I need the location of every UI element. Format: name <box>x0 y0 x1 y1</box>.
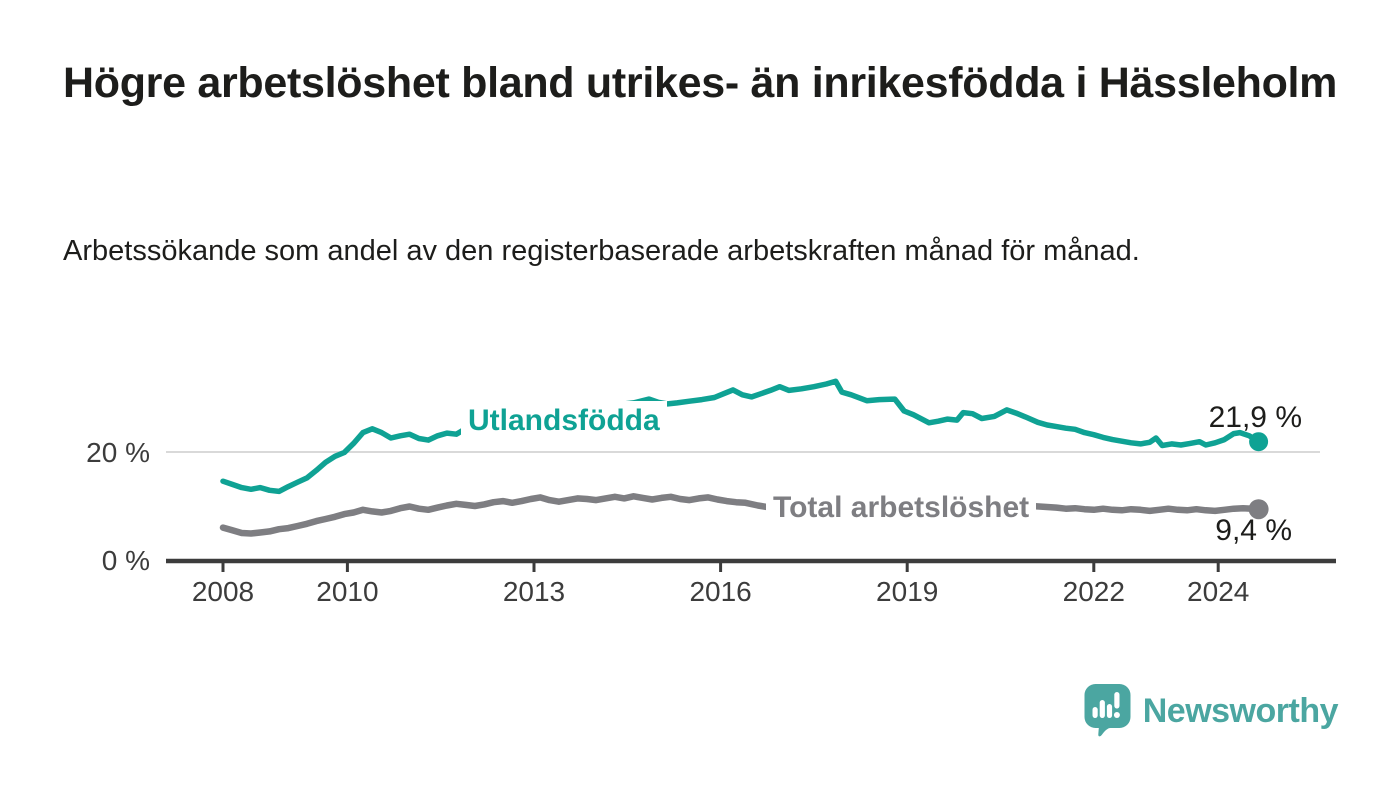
series-label-utlandsfodda: Utlandsfödda <box>461 401 667 441</box>
x-axis-ticks: 2008 2010 2013 2016 2019 2022 2024 <box>192 561 1249 607</box>
newsworthy-logo-icon <box>1084 684 1131 737</box>
total-latest-value: 9,4 % <box>1215 514 1292 547</box>
chart-subtitle: Arbetssökande som andel av den registerb… <box>63 235 1140 267</box>
y-axis-label-20: 20 % <box>86 437 150 468</box>
newsworthy-logo-text: Newsworthy <box>1142 691 1339 730</box>
x-axis-tick-label-2019: 2019 <box>876 576 938 607</box>
utlandsfodda-line <box>220 378 1262 495</box>
utlandsfodda-endpoint-dot <box>1249 432 1269 452</box>
x-axis-tick-label-2013: 2013 <box>503 576 565 607</box>
x-axis-tick-label-2008: 2008 <box>192 576 254 607</box>
x-axis-tick-label-2010: 2010 <box>316 576 378 607</box>
total-endpoint-dot <box>1248 499 1269 520</box>
bar-small <box>1092 707 1098 718</box>
utlandsfodda-latest-value: 21,9 % <box>1208 401 1302 434</box>
bar-medium <box>1106 704 1112 718</box>
exclamation-dot <box>1113 712 1120 718</box>
newsworthy-logo: Newsworthy <box>1084 684 1339 738</box>
bar-tall <box>1099 700 1105 718</box>
total-arbetsloshet-line <box>219 493 1262 537</box>
y-axis-label-0: 0 % <box>102 545 150 576</box>
series-label-total-arbetsloshet: Total arbetslöshet <box>766 488 1037 528</box>
x-axis-tick-label-2016: 2016 <box>689 576 751 607</box>
exclamation-stem <box>1114 692 1120 709</box>
chart-title: Högre arbetslöshet bland utrikes- än inr… <box>63 59 1338 107</box>
x-axis-tick-label-2024: 2024 <box>1187 576 1249 607</box>
x-axis-tick-label-2022: 2022 <box>1063 576 1125 607</box>
